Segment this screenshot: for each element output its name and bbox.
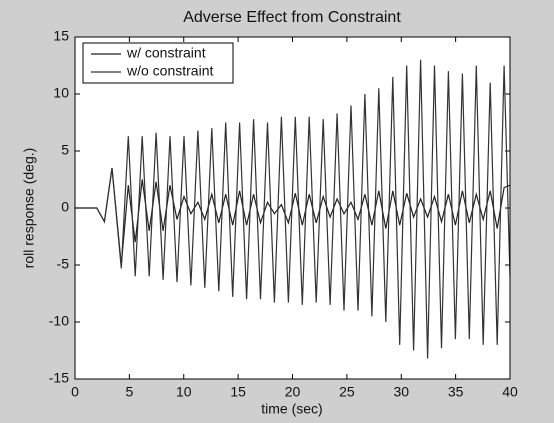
x-tick-label: 35 <box>448 384 464 400</box>
y-tick-label: 10 <box>53 85 69 101</box>
x-tick-label: 25 <box>339 384 355 400</box>
y-axis-label: roll response (deg.) <box>21 148 37 269</box>
x-tick-label: 5 <box>125 384 133 400</box>
series-line <box>75 59 511 359</box>
y-tick-label: 15 <box>53 28 69 44</box>
x-tick-label: 15 <box>230 384 246 400</box>
x-axis-label: time (sec) <box>261 401 322 417</box>
y-tick-label: -5 <box>57 256 70 272</box>
y-tick-label: 0 <box>61 199 69 215</box>
x-tick-label: 10 <box>176 384 192 400</box>
legend-box <box>82 42 234 84</box>
y-tick-label: 5 <box>61 142 69 158</box>
plot-frame <box>74 36 511 380</box>
legend-label: w/o constraint <box>126 63 213 79</box>
x-tick-label: 20 <box>285 384 301 400</box>
y-tick-label: -10 <box>49 313 69 329</box>
series-line <box>75 168 511 266</box>
chart-title: Adverse Effect from Constraint <box>183 9 401 26</box>
y-tick-label: -15 <box>49 370 69 386</box>
x-tick-label: 30 <box>393 384 409 400</box>
x-tick-label: 40 <box>502 384 518 400</box>
x-tick-label: 0 <box>71 384 79 400</box>
legend-label: w/ constraint <box>126 45 206 61</box>
